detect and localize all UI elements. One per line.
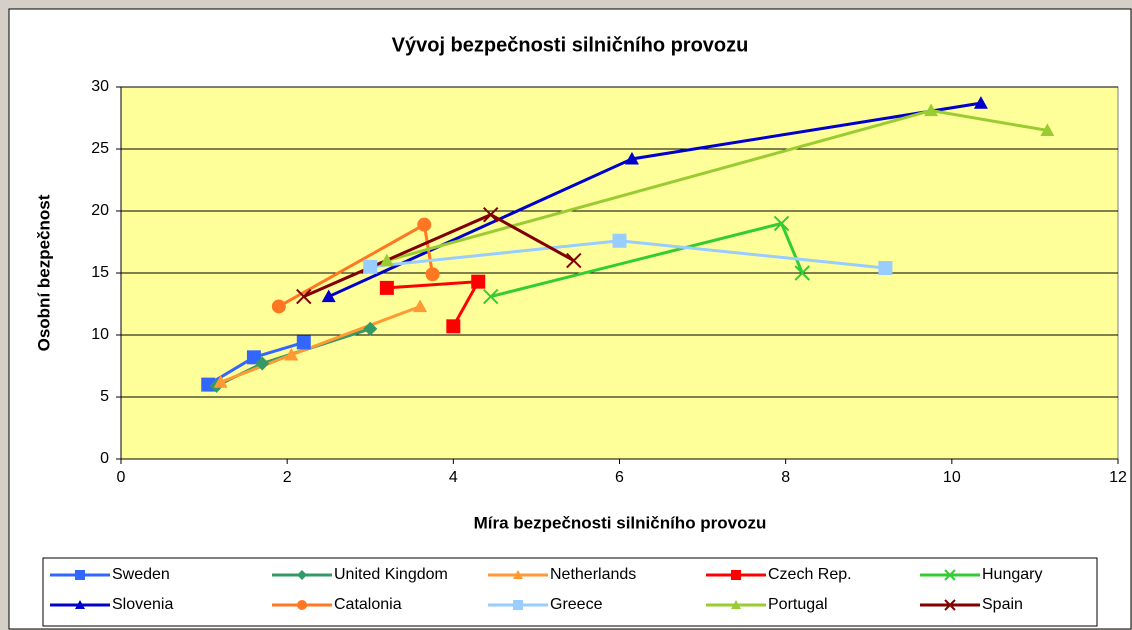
legend-label: Catalonia <box>334 596 402 613</box>
legend-label: Czech Rep. <box>768 566 852 583</box>
legend-label: Sweden <box>112 566 170 583</box>
marker <box>794 265 810 281</box>
marker <box>363 259 378 274</box>
marker <box>773 215 790 232</box>
y-tick-label: 25 <box>91 140 109 157</box>
marker <box>944 599 956 611</box>
marker <box>255 356 270 371</box>
y-tick-label: 15 <box>91 264 109 281</box>
chart-title: Vývoj bezpečnosti silničního provozu <box>392 34 749 56</box>
marker <box>296 335 311 350</box>
legend-label: Spain <box>982 596 1023 613</box>
marker <box>284 347 299 361</box>
legend-label: Slovenia <box>112 596 173 613</box>
y-tick-label: 10 <box>91 326 109 343</box>
y-tick-label: 5 <box>100 388 109 405</box>
marker <box>379 280 394 295</box>
legend-label: Greece <box>550 596 603 613</box>
y-tick-label: 20 <box>91 202 109 219</box>
x-tick-label: 2 <box>283 469 292 486</box>
marker <box>513 600 523 610</box>
marker <box>731 570 741 580</box>
marker <box>878 261 893 276</box>
marker <box>363 321 378 336</box>
y-tick-label: 0 <box>100 450 109 467</box>
marker <box>483 288 499 305</box>
marker <box>379 253 394 267</box>
marker <box>425 267 440 282</box>
marker <box>566 252 582 269</box>
marker <box>612 233 627 248</box>
x-tick-label: 6 <box>615 469 624 486</box>
marker <box>624 151 639 165</box>
marker <box>297 600 307 610</box>
marker <box>296 288 312 305</box>
legend-label: United Kingdom <box>334 566 448 583</box>
x-tick-label: 12 <box>1109 469 1127 486</box>
marker <box>973 96 988 109</box>
marker <box>483 207 499 223</box>
y-tick-label: 30 <box>91 78 109 95</box>
x-tick-label: 10 <box>943 469 961 486</box>
y-axis-label: Osobní bezpečnost <box>34 194 53 351</box>
marker <box>944 569 956 581</box>
marker <box>413 299 428 313</box>
marker <box>513 570 523 579</box>
legend-label: Netherlands <box>550 566 636 583</box>
x-tick-label: 8 <box>781 469 790 486</box>
legend-label: Hungary <box>982 566 1042 583</box>
marker <box>213 375 228 388</box>
marker <box>1040 123 1055 136</box>
marker <box>201 377 216 392</box>
marker <box>75 600 85 609</box>
marker <box>731 600 741 609</box>
x-tick-label: 4 <box>449 469 458 486</box>
marker <box>75 570 85 580</box>
marker <box>924 103 939 117</box>
marker <box>271 299 286 314</box>
marker <box>446 319 461 334</box>
marker <box>417 217 432 232</box>
marker <box>246 350 261 365</box>
legend <box>42 557 1098 627</box>
legend-label: Portugal <box>768 596 828 613</box>
x-axis-label: Míra bezpečnosti silničního provozu <box>474 513 767 532</box>
marker <box>297 570 307 580</box>
x-tick-label: 0 <box>117 469 126 486</box>
marker <box>321 289 336 303</box>
marker <box>471 274 486 289</box>
